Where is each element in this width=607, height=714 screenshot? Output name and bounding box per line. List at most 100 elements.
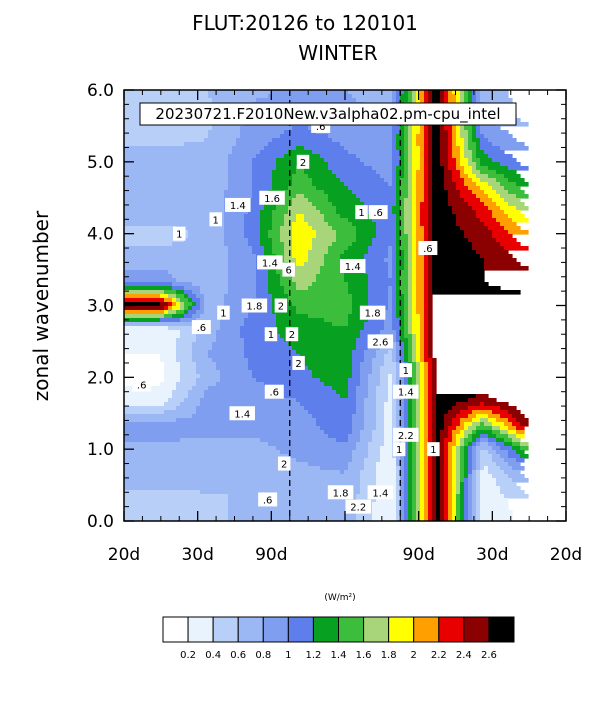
contour-cell (204, 310, 221, 315)
contour-cell (268, 286, 285, 291)
contour-cell (504, 226, 521, 231)
contour-cell (408, 354, 413, 359)
contour-cell (404, 462, 409, 467)
contour-cell (364, 258, 385, 263)
contour-cell (204, 394, 285, 399)
contour-cell (420, 350, 425, 355)
contour-cell (496, 218, 513, 223)
contour-cell (420, 374, 425, 379)
contour-cell (392, 326, 401, 331)
contour-cell (420, 446, 425, 451)
contour-cell (408, 94, 413, 99)
contour-cell (424, 170, 429, 175)
contour-cell (504, 198, 521, 203)
contour-cell (428, 482, 433, 487)
contour-cell (416, 502, 421, 507)
contour-cell (428, 290, 433, 295)
contour-cell (400, 454, 405, 459)
contour-cell (220, 370, 253, 375)
contour-cell (396, 246, 401, 251)
contour-cell (396, 454, 401, 459)
contour-cell (124, 162, 229, 167)
contour-cell (468, 506, 473, 511)
contour-cell (200, 298, 205, 303)
contour-cell (380, 174, 393, 179)
contour-cell (428, 258, 433, 263)
contour-label-box (427, 442, 440, 457)
contour-label-box (264, 384, 284, 399)
contour-cell (456, 186, 469, 191)
contour-cell (404, 358, 409, 363)
contour-cell (436, 502, 441, 507)
contour-cell (400, 150, 405, 155)
contour-cell (184, 142, 237, 147)
contour-cell (432, 282, 489, 287)
contour-cell (448, 458, 453, 463)
contour-cell (396, 398, 401, 403)
contour-cell (488, 450, 497, 455)
contour-cell (444, 446, 449, 451)
contour-cell (428, 282, 433, 287)
contour-cell (308, 314, 349, 319)
contour-label-text: 2 (289, 330, 295, 341)
contour-cell (272, 186, 289, 191)
contour-cell (396, 314, 405, 319)
contour-cell (420, 494, 425, 499)
contour-cell (296, 258, 309, 263)
contour-cell (492, 458, 505, 463)
contour-label-box (277, 456, 291, 471)
contour-label-box (393, 384, 419, 399)
contour-cell (368, 390, 377, 395)
contour-cell (408, 190, 413, 195)
contour-cell (396, 166, 405, 171)
contour-cell (404, 466, 409, 471)
contour-cell (444, 94, 449, 99)
contour-cell (404, 470, 409, 475)
contour-cell (124, 442, 269, 447)
contour-cell (244, 342, 289, 347)
contour-cell (296, 286, 309, 291)
contour-cell (456, 506, 461, 511)
contour-cell (416, 470, 421, 475)
contour-label: 1 (427, 442, 440, 457)
contour-cell (380, 454, 393, 459)
contour-cell (412, 510, 417, 515)
contour-cell (416, 186, 425, 191)
contour-cell (392, 454, 397, 459)
contour-cell (440, 462, 445, 467)
contour-label: .6 (418, 241, 438, 256)
contour-cell (360, 438, 373, 443)
contour-cell (420, 330, 425, 335)
contour-cell (416, 182, 425, 187)
contour-cell (328, 246, 349, 251)
x-tick-label: 90d (402, 545, 434, 565)
contour-cell (444, 418, 453, 423)
contour-cell (176, 354, 193, 359)
contour-cell (176, 358, 193, 363)
contour-cell (460, 462, 465, 467)
contour-cell (364, 426, 377, 431)
contour-cell (444, 518, 449, 521)
contour-cell (412, 242, 417, 247)
contour-cell (264, 382, 325, 387)
contour-cell (412, 246, 417, 251)
contour-cell (272, 210, 289, 215)
contour-cell (212, 346, 245, 351)
contour-label-box (296, 154, 310, 169)
contour-cell (472, 438, 477, 443)
contour-cell (252, 370, 313, 375)
contour-label-text: 1 (430, 445, 436, 456)
contour-cell (428, 90, 433, 95)
contour-cell (224, 234, 245, 239)
contour-cell (432, 378, 437, 383)
contour-cell (404, 422, 409, 427)
contour-cell (288, 150, 313, 155)
contour-cell (352, 94, 393, 99)
contour-cell (492, 214, 509, 219)
contour-cell (244, 234, 261, 239)
contour-cell (456, 470, 461, 475)
contour-cell (204, 390, 277, 395)
contour-cell (452, 458, 457, 463)
contour-cell (292, 174, 309, 179)
contour-cell (412, 478, 417, 483)
